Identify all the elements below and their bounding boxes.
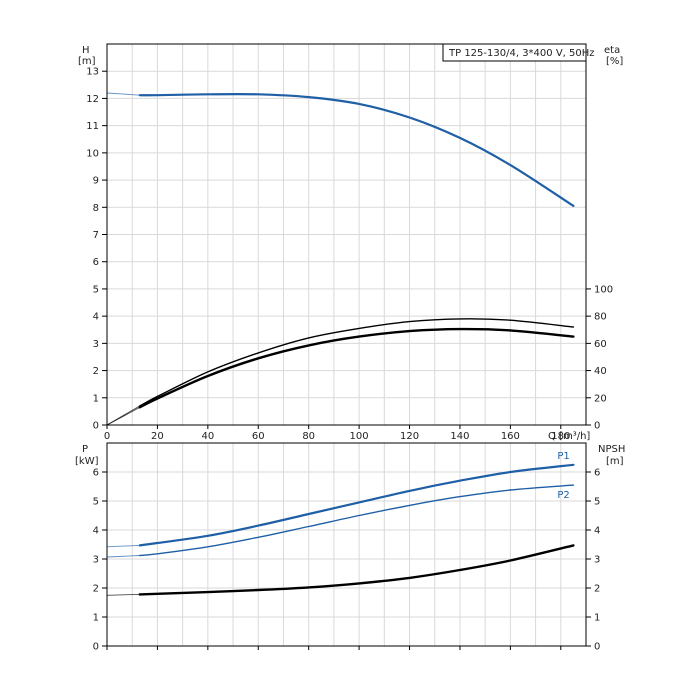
bottom-right-tick-label: 3: [594, 555, 600, 566]
series-label-p2: P2: [557, 490, 569, 501]
bottom-left-tick-label: 5: [93, 497, 99, 508]
bottom-series-0-curve: [138, 463, 575, 547]
bottom-series-1-extension: [106, 555, 140, 558]
top-left-tick-label: 7: [93, 230, 99, 241]
top-left-tick-label: 2: [93, 366, 99, 377]
bottom-right-tick-label: 4: [594, 526, 600, 537]
top-x-tick-label: 100: [350, 431, 369, 442]
top-x-tick-label: 180: [551, 431, 570, 442]
top-right-axis-label: eta: [604, 45, 620, 56]
top-left-axis-unit: [m]: [78, 56, 96, 67]
top-series: [106, 92, 575, 426]
bottom-left-tick-label: 6: [93, 468, 99, 479]
bottom-left-tick-label: 3: [93, 555, 99, 566]
bottom-right-tick-label: 6: [594, 468, 600, 479]
top-grid: [107, 44, 586, 425]
top-right-tick-label: 80: [594, 312, 607, 323]
top-left-tick-label: 11: [86, 121, 99, 132]
top-x-tick-label: 120: [400, 431, 419, 442]
bottom-right-axis-label: NPSH: [598, 444, 625, 455]
top-x-tick-label: 160: [501, 431, 520, 442]
bottom-series-2-curve: [138, 544, 575, 596]
top-x-tick-label: 80: [302, 431, 315, 442]
top-x-tick-label: 40: [201, 431, 214, 442]
top-left-tick-label: 1: [93, 393, 99, 404]
top-left-tick-label: 5: [93, 284, 99, 295]
bottom-right-tick-label: 1: [594, 613, 600, 624]
bottom-left-tick-label: 0: [93, 642, 99, 653]
top-x-tick-label: 140: [450, 431, 469, 442]
top-right-tick-label: 0: [594, 421, 600, 432]
top-series-0-extension: [106, 92, 140, 96]
top-left-tick-label: 8: [93, 203, 99, 214]
x-axis-label: Q [m³/h]: [548, 431, 590, 442]
bottom-grid: [107, 443, 586, 646]
title-box: TP 125-130/4, 3*400 V, 50Hz: [442, 43, 595, 62]
top-left-tick-label: 10: [86, 148, 99, 159]
bottom-left-tick-label: 1: [93, 613, 99, 624]
bottom-plot-frame: [106, 442, 587, 647]
bottom-ticks: 0 1 2 3 4 5 6 0 1 2 3 4 5 6: [93, 468, 601, 653]
top-series-2-curve: [138, 327, 575, 409]
bottom-series-2-extension: [106, 593, 140, 596]
bottom-right-tick-label: 0: [594, 642, 600, 653]
bottom-series-0-extension: [106, 544, 140, 548]
chart-title: TP 125-130/4, 3*400 V, 50Hz: [448, 48, 595, 59]
top-left-tick-label: 0: [93, 421, 99, 432]
top-x-tick-label: 0: [104, 431, 110, 442]
bottom-left-tick-label: 4: [93, 526, 99, 537]
top-x-tick-label: 20: [151, 431, 164, 442]
bottom-left-tick-label: 2: [93, 584, 99, 595]
top-series-2-extension: [106, 406, 141, 426]
bottom-series: P1 P2: [106, 451, 575, 596]
series-label-p1: P1: [557, 451, 569, 462]
bottom-right-tick-label: 2: [594, 584, 600, 595]
bottom-series-1-curve: [139, 484, 575, 557]
bottom-right-axis-unit: [m]: [606, 456, 624, 467]
top-series-1-curve: [139, 318, 575, 407]
top-right-tick-label: 40: [594, 366, 607, 377]
bottom-left-axis-unit: [kW]: [75, 456, 99, 467]
top-left-tick-label: 13: [86, 67, 99, 78]
top-x-tick-label: 60: [252, 431, 265, 442]
bottom-right-tick-label: 5: [594, 497, 600, 508]
bottom-left-axis-label: P: [82, 444, 88, 455]
top-right-tick-label: 20: [594, 393, 607, 404]
top-left-tick-label: 9: [93, 176, 99, 187]
top-right-axis-unit: [%]: [606, 56, 623, 67]
top-left-axis-label: H: [82, 45, 90, 56]
top-right-tick-label: 100: [594, 284, 613, 295]
top-left-tick-label: 6: [93, 257, 99, 268]
top-left-tick-label: 4: [93, 312, 99, 323]
top-right-tick-label: 60: [594, 339, 607, 350]
top-left-tick-label: 12: [86, 94, 99, 105]
top-series-0-curve: [138, 92, 575, 207]
top-left-tick-label: 3: [93, 339, 99, 350]
